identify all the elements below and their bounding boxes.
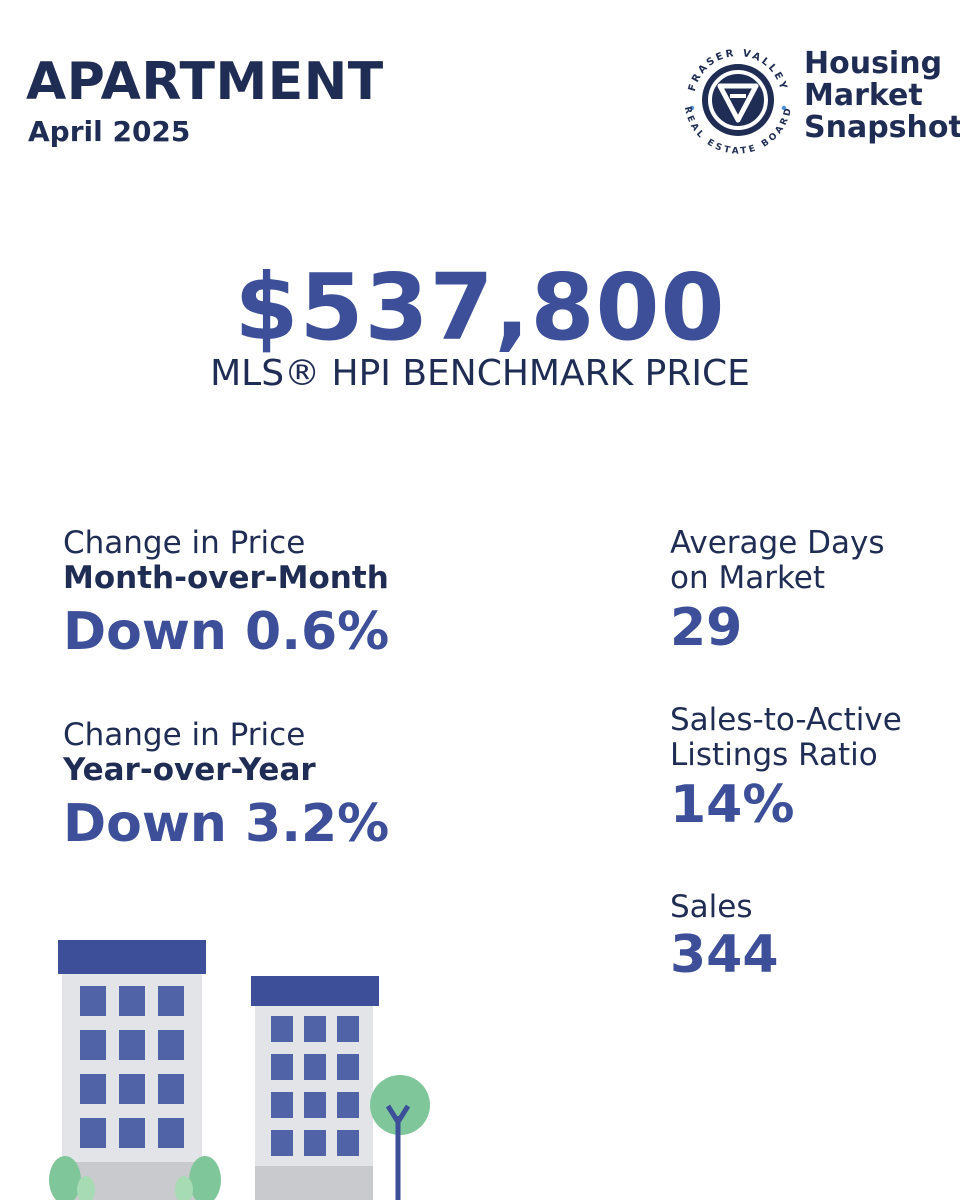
logo-tagline: Housing Market Snapshot [804, 48, 960, 144]
stat-sales-to-active-ratio: Sales-to-Active Listings Ratio 14% [670, 702, 902, 835]
stat-mom-change: Change in Price Month-over-Month Down 0.… [63, 525, 390, 662]
logo-tagline-line: Snapshot [804, 110, 960, 145]
bush-icon [49, 1156, 81, 1204]
stat-value: 344 [670, 925, 779, 985]
stat-label-emphasis: Year-over-Year [63, 752, 316, 788]
logo-tagline-line: Housing [804, 46, 943, 81]
stat-days-on-market: Average Days on Market 29 [670, 525, 885, 658]
stat-label-emphasis: Month-over-Month [63, 560, 389, 596]
stat-value: 29 [670, 598, 743, 658]
fvreb-logo-icon: FRASER VALLEY REAL ESTATE BOARD [676, 38, 800, 162]
report-period: April 2025 [28, 115, 191, 148]
stat-label: Average Days [670, 525, 885, 561]
stat-value: Down 3.2% [63, 794, 390, 854]
stat-label: Sales-to-Active [670, 702, 902, 738]
tree-icon [370, 1075, 430, 1135]
stat-value: Down 0.6% [63, 602, 390, 662]
stat-sales: Sales 344 [670, 889, 779, 985]
benchmark-price-label: MLS® HPI BENCHMARK PRICE [210, 353, 750, 394]
apartment-building-icon [40, 930, 460, 1204]
stat-value: 14% [670, 775, 795, 835]
page-title: APARTMENT [26, 52, 384, 112]
stat-yoy-change: Change in Price Year-over-Year Down 3.2% [63, 717, 390, 854]
stat-label: Sales [670, 889, 753, 925]
stat-label: Change in Price [63, 525, 306, 561]
stat-label: Change in Price [63, 717, 306, 753]
logo-tagline-line: Market [804, 78, 923, 113]
benchmark-price: $537,800 [234, 254, 726, 361]
stat-label: on Market [670, 560, 826, 596]
stat-label: Listings Ratio [670, 737, 878, 773]
